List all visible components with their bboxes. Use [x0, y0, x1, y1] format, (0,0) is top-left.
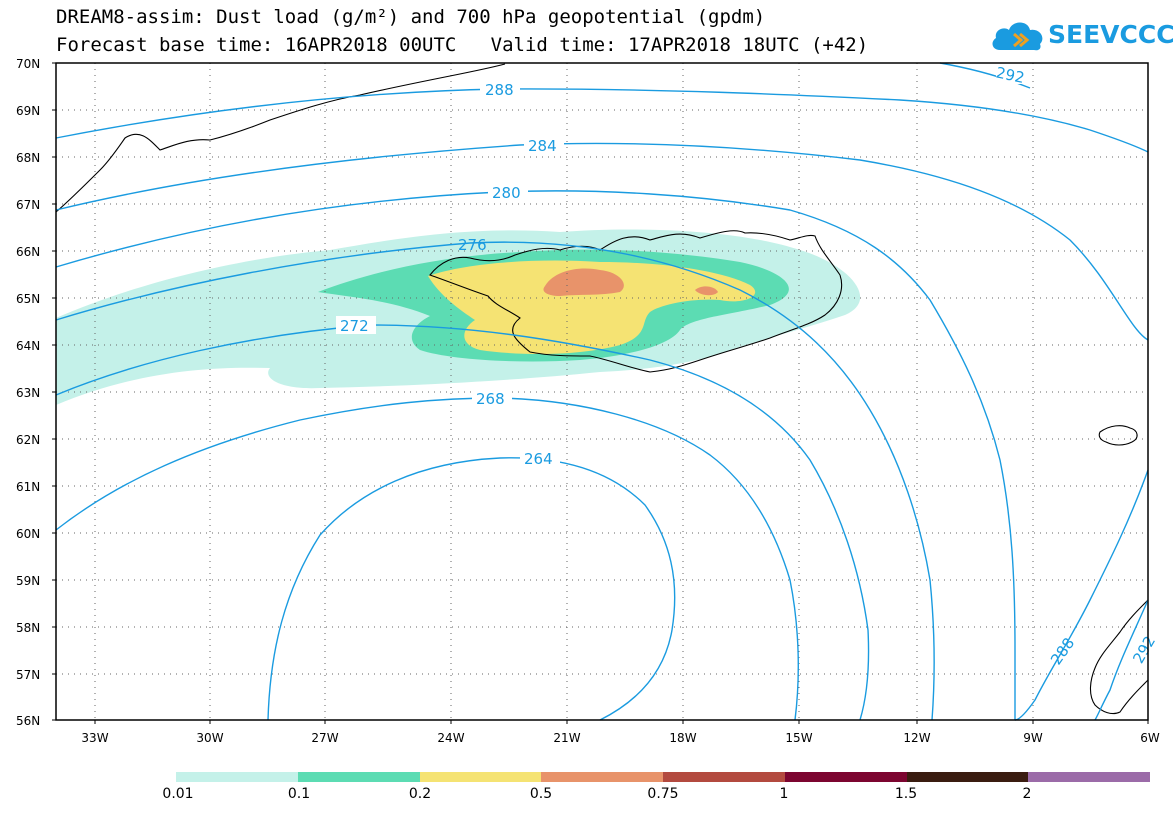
contour-label: 280 — [492, 184, 521, 202]
contour-272 — [55, 324, 870, 721]
legend-swatch — [1028, 772, 1150, 782]
legend-swatch — [541, 772, 663, 782]
contour-276 — [55, 241, 935, 721]
legend-swatch — [176, 772, 298, 782]
lon-label: 24W — [437, 731, 464, 745]
lon-label: 15W — [785, 731, 812, 745]
lat-label: 68N — [16, 151, 40, 165]
legend-swatch — [784, 772, 907, 782]
contour-label: 276 — [458, 236, 487, 254]
legend-label: 0.2 — [408, 786, 432, 802]
contour-label: 284 — [528, 137, 557, 155]
lon-labels: 33W 30W 27W 24W 21W 18W 15W 12W 9W 6W — [81, 731, 1159, 745]
dust-area-0.2 — [428, 260, 756, 355]
legend-label: 0.01 — [162, 786, 194, 802]
lon-label: 27W — [311, 731, 338, 745]
lon-label: 30W — [196, 731, 223, 745]
map-title-line1: DREAM8-assim: Dust load (g/m²) and 700 h… — [56, 6, 766, 28]
iceland-coast — [429, 230, 843, 373]
lat-label: 63N — [16, 386, 40, 400]
legend-label: 2 — [1022, 786, 1032, 802]
contour-label: 272 — [340, 317, 369, 335]
lat-label: 57N — [16, 668, 40, 682]
dust-field — [56, 229, 861, 405]
logo-text: SEEVCCC — [1048, 20, 1175, 49]
dust-area-0.5b — [695, 286, 718, 296]
legend-swatch — [906, 772, 1029, 782]
contour-288b — [1014, 469, 1149, 721]
lon-label: 21W — [553, 731, 580, 745]
lat-label: 62N — [16, 433, 40, 447]
legend-label: 1.5 — [894, 786, 918, 802]
legend-swatch — [419, 772, 542, 782]
lat-label: 66N — [16, 245, 40, 259]
contour-label: 264 — [524, 450, 553, 468]
contour-label: 288 — [1047, 634, 1078, 668]
contour-280 — [55, 190, 1016, 720]
legend-label: 1 — [779, 786, 789, 802]
contour-292b — [1094, 599, 1149, 721]
lat-label: 64N — [16, 339, 40, 353]
lon-label: 18W — [669, 731, 696, 745]
lat-label: 58N — [16, 621, 40, 635]
lon-label: 9W — [1023, 731, 1043, 745]
contour-label: 292 — [994, 63, 1026, 87]
cloud-icon — [992, 22, 1043, 51]
lat-label: 59N — [16, 574, 40, 588]
faroe-coast — [1098, 425, 1138, 446]
legend-label: 0.1 — [287, 786, 311, 802]
lat-label: 70N — [16, 57, 40, 71]
legend-label: 0.75 — [647, 786, 679, 802]
contour-288 — [55, 88, 1149, 153]
contour-264 — [267, 457, 676, 721]
lon-label: 12W — [903, 731, 930, 745]
lat-label: 61N — [16, 480, 40, 494]
contour-label: 268 — [476, 390, 505, 408]
lat-label: 56N — [16, 714, 40, 728]
ticks — [52, 62, 1149, 724]
lon-label: 33W — [81, 731, 108, 745]
lon-label: 6W — [1140, 731, 1160, 745]
color-legend — [176, 772, 1150, 782]
lat-label: 65N — [16, 292, 40, 306]
dust-area-0.5a — [543, 268, 624, 296]
scotland-coast — [1089, 599, 1149, 715]
legend-swatch — [297, 772, 420, 782]
graticule — [56, 63, 1148, 720]
contour-label: 292 — [1129, 633, 1159, 667]
lat-label: 67N — [16, 198, 40, 212]
seevccc-logo: SEEVCCC — [990, 14, 1175, 58]
lat-label: 69N — [16, 104, 40, 118]
lat-labels: 70N 69N 68N 67N 66N 65N 64N 63N 62N 61N … — [16, 57, 40, 728]
greenland-coast — [55, 63, 506, 213]
contour-292 — [939, 62, 1031, 89]
contour-268 — [55, 397, 799, 721]
contour-label: 288 — [485, 81, 514, 99]
coastlines — [55, 63, 1149, 715]
map-title-line2: Forecast base time: 16APR2018 00UTC Vali… — [56, 34, 869, 56]
lat-label: 60N — [16, 527, 40, 541]
legend-labels: 0.01 0.1 0.2 0.5 0.75 1 1.5 2 — [0, 786, 1175, 806]
contour-284 — [55, 142, 1149, 341]
legend-label: 0.5 — [529, 786, 553, 802]
legend-swatch — [663, 772, 785, 782]
